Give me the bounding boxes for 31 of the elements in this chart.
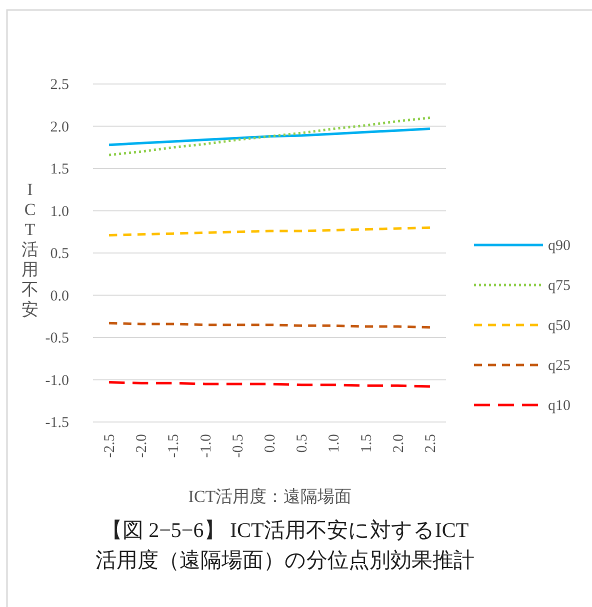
x-tick-label: 1.0 [326, 434, 343, 453]
x-tick-label: 2.0 [390, 434, 407, 453]
line-series [108, 128, 432, 146]
legend-label: q10 [548, 398, 570, 414]
legend-label: q75 [548, 278, 570, 294]
line-series [108, 226, 432, 237]
x-tick-label: -2.5 [102, 434, 118, 458]
y-tick-label: 1.0 [50, 204, 69, 220]
text: 【図 2−5−6】 ICT活用不安に対するICT活用度（遠隔場面）の分位点別効果推計 [95, 517, 475, 574]
y-tick-label: 2.0 [50, 119, 69, 136]
y-tick-label: -1.5 [45, 415, 69, 431]
x-tick-label: -1.5 [166, 434, 182, 458]
y-tick-label: -1.0 [45, 372, 69, 389]
x-tick-label: -1.0 [198, 434, 214, 458]
legend-label: q25 [548, 358, 570, 374]
legend-label: q50 [548, 318, 570, 334]
y-axis-title: ICT活用不安 [22, 180, 38, 319]
y-tick-label: 0.0 [50, 288, 69, 304]
x-tick-label: 1.5 [358, 434, 375, 453]
y-tick-label: -0.5 [45, 330, 69, 346]
y-tick-label: 0.5 [50, 246, 69, 262]
y-tick-label: 1.5 [50, 162, 69, 178]
legend-label: q90 [548, 238, 570, 254]
x-tick-label: 2.5 [422, 434, 439, 453]
x-tick-label: 0.0 [262, 434, 278, 453]
y-tick-label: 2.5 [50, 77, 69, 93]
x-axis-title: ICT活用度：遠隔場面 [188, 487, 352, 506]
line-series [108, 116, 432, 156]
x-tick-label: -2.0 [134, 434, 150, 458]
x-tick-label: -0.5 [230, 434, 246, 458]
x-tick-label: 0.5 [294, 434, 311, 453]
